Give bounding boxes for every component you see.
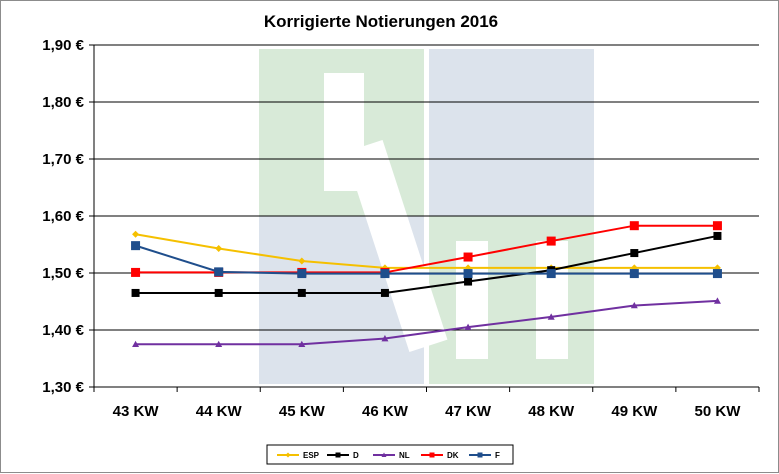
x-tick-label: 47 KW <box>445 403 492 420</box>
data-point <box>381 452 387 457</box>
data-point <box>546 236 556 246</box>
series-layer <box>131 221 722 348</box>
data-point <box>477 452 483 458</box>
data-point <box>712 221 722 231</box>
y-tick-label: 1,40 € <box>42 322 84 339</box>
x-tick-label: 50 KW <box>695 403 742 420</box>
data-point <box>463 252 473 262</box>
x-axis: 43 KW 44 KW 45 KW 46 KW 47 KW 48 KW 49 KW 50 KW <box>93 386 760 420</box>
data-point <box>547 313 555 320</box>
y-axis: 1,30 € 1,40 € 1,50 € 1,60 € 1,70 € 1,80 € 1,90… <box>42 37 95 396</box>
y-tick-label: 1,90 € <box>42 37 84 54</box>
data-point <box>131 241 141 251</box>
data-point <box>464 323 472 330</box>
legend-item-d: D <box>327 451 359 460</box>
data-point <box>381 335 389 342</box>
legend-item-esp: ESP <box>277 451 320 460</box>
data-point <box>546 269 556 279</box>
data-point <box>214 288 223 297</box>
legend-item-f: F <box>469 451 500 460</box>
data-point <box>297 288 306 297</box>
data-point <box>380 288 389 297</box>
y-tick-label: 1,50 € <box>42 265 84 282</box>
data-point <box>713 297 721 304</box>
data-point <box>629 269 639 279</box>
chart-title: Korrigierte Notierungen 2016 <box>264 12 498 31</box>
legend-label: D <box>353 451 359 460</box>
data-point <box>132 230 140 238</box>
x-tick-label: 43 KW <box>113 403 160 420</box>
data-point <box>285 452 291 458</box>
series-line <box>135 299 718 346</box>
data-point <box>215 244 223 252</box>
data-point <box>215 340 223 348</box>
data-point <box>298 340 306 348</box>
legend-item-nl: NL <box>373 451 410 460</box>
legend-label: ESP <box>303 451 320 460</box>
data-point <box>131 288 140 297</box>
data-point <box>131 267 141 277</box>
data-point <box>335 452 341 458</box>
legend-label: F <box>495 451 500 460</box>
legend-label: DK <box>447 451 459 460</box>
legend-label: NL <box>399 451 410 460</box>
data-point <box>429 452 435 458</box>
y-tick-label: 1,60 € <box>42 208 84 225</box>
data-point <box>712 269 722 279</box>
data-point <box>463 269 473 279</box>
legend: ESP D NL DK F <box>266 444 514 465</box>
x-tick-label: 49 KW <box>611 403 658 420</box>
x-tick-label: 48 KW <box>528 403 575 420</box>
x-tick-label: 46 KW <box>362 403 409 420</box>
series-line <box>135 233 718 269</box>
data-point <box>713 231 722 240</box>
series-line <box>135 234 718 294</box>
data-point <box>630 301 638 309</box>
data-point <box>214 267 224 277</box>
y-tick-label: 1,80 € <box>42 94 84 111</box>
data-point <box>380 269 390 279</box>
legend-item-dk: DK <box>421 451 459 460</box>
data-point <box>298 257 306 265</box>
y-tick-label: 1,30 € <box>42 379 84 396</box>
y-tick-label: 1,70 € <box>42 151 84 168</box>
data-point <box>464 277 473 286</box>
x-tick-label: 44 KW <box>196 403 243 420</box>
series-line <box>135 244 718 275</box>
data-point <box>630 249 639 258</box>
x-tick-label: 45 KW <box>279 403 326 420</box>
data-point <box>132 340 140 348</box>
data-point <box>297 269 307 279</box>
series-f <box>131 241 722 279</box>
series-nl <box>132 297 721 348</box>
data-point <box>629 221 639 231</box>
